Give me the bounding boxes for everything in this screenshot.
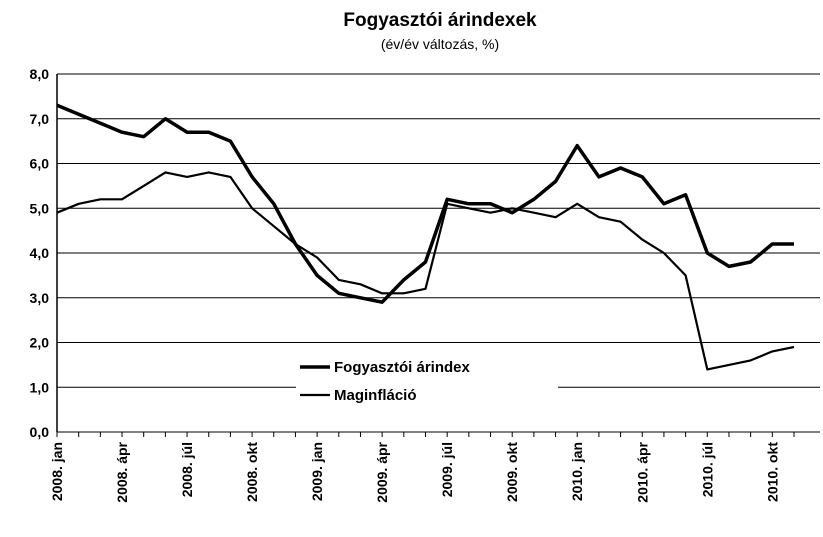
y-tick-label: 8,0: [30, 66, 50, 82]
x-tick-label: 2009. ápr: [374, 441, 390, 502]
x-tick-label: 2010. okt: [764, 442, 780, 502]
x-tick-label: 2009. jan: [309, 442, 325, 501]
y-tick-label: 3,0: [30, 290, 50, 306]
y-tick-label: 6,0: [30, 156, 50, 172]
y-tick-label: 7,0: [30, 111, 50, 127]
x-tick-label: 2010. júl: [699, 442, 715, 497]
x-tick-label: 2008. jan: [49, 442, 65, 501]
chart-subtitle: (év/év változás, %): [381, 36, 499, 52]
y-tick-label: 1,0: [30, 379, 50, 395]
legend-label: Maginfláció: [334, 387, 417, 404]
x-tick-label: 2009. okt: [504, 442, 520, 502]
series-line: [56, 171, 795, 371]
chart-title: Fogyasztói árindexek: [343, 10, 537, 31]
series-line: [56, 103, 794, 304]
legend-bg: [296, 354, 558, 380]
x-tick-label: 2008. júl: [179, 442, 195, 497]
x-tick-label: 2010. jan: [569, 442, 585, 501]
y-tick-label: 5,0: [30, 200, 50, 216]
x-tick-label: 2008. okt: [244, 442, 260, 502]
x-tick-label: 2008. ápr: [114, 441, 130, 502]
legend-label: Fogyasztói árindex: [334, 359, 471, 376]
y-tick-label: 4,0: [30, 245, 50, 261]
legend-bg: [296, 382, 558, 408]
x-tick-label: 2010. ápr: [634, 441, 650, 502]
y-tick-label: 2,0: [30, 335, 50, 351]
x-tick-label: 2009. júl: [439, 442, 455, 497]
y-tick-label: 0,0: [30, 424, 50, 440]
